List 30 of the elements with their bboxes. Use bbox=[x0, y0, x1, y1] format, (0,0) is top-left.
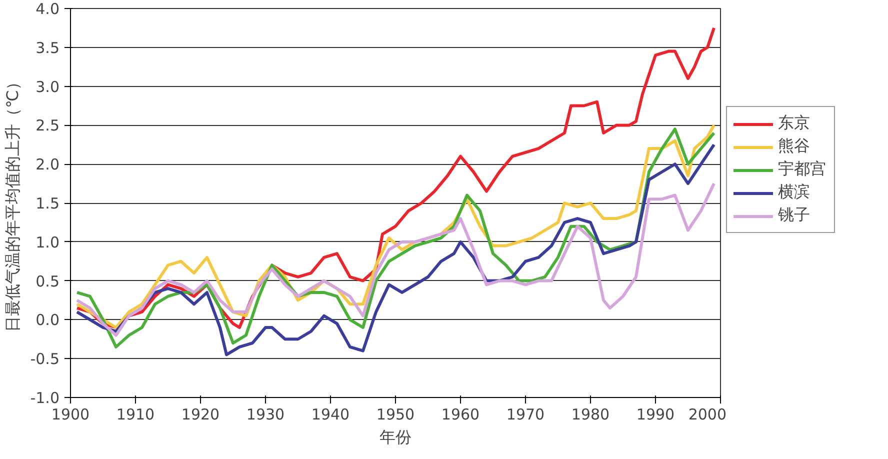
y-tick-label: 2.0 bbox=[36, 156, 60, 174]
x-tick-label: 1900 bbox=[51, 406, 90, 424]
y-tick-label: 0.0 bbox=[36, 311, 60, 330]
y-tick-label: 3.0 bbox=[36, 78, 60, 96]
legend-label: 宇都宫 bbox=[778, 159, 827, 180]
y-tick-label: 1.0 bbox=[36, 233, 60, 252]
y-tick-label: -0.5 bbox=[30, 350, 60, 368]
x-tick-label: 1920 bbox=[181, 406, 220, 424]
y-tick-label: 4.0 bbox=[36, 0, 60, 18]
x-axis-title: 年份 bbox=[380, 428, 412, 446]
x-tick-label: 1980 bbox=[571, 406, 610, 424]
x-tick-label: 1950 bbox=[376, 406, 415, 424]
y-tick-label: -1.0 bbox=[30, 389, 60, 407]
x-tick-label: 1990 bbox=[636, 406, 675, 424]
legend-label: 熊谷 bbox=[778, 136, 811, 157]
x-tick-label: 1910 bbox=[116, 406, 155, 424]
legend-label: 横滨 bbox=[778, 182, 811, 203]
y-tick-label: 1.5 bbox=[36, 194, 60, 212]
x-tick-label: 1930 bbox=[246, 406, 285, 424]
line-series bbox=[76, 182, 716, 337]
x-tick-label: 1960 bbox=[441, 406, 480, 424]
legend-label: 铫子 bbox=[778, 205, 811, 226]
x-tick-label: 1970 bbox=[506, 406, 545, 424]
y-tick-label: 2.5 bbox=[36, 116, 60, 135]
legend-label: 东京 bbox=[778, 113, 811, 134]
y-tick-label: 0.5 bbox=[36, 272, 60, 290]
x-tick-label: 1940 bbox=[311, 406, 350, 424]
y-axis-title: 日最低气温的年平均值的上升（℃） bbox=[3, 74, 22, 332]
x-tick-label: 2000 bbox=[688, 406, 727, 424]
y-tick-label: 3.5 bbox=[36, 38, 60, 57]
